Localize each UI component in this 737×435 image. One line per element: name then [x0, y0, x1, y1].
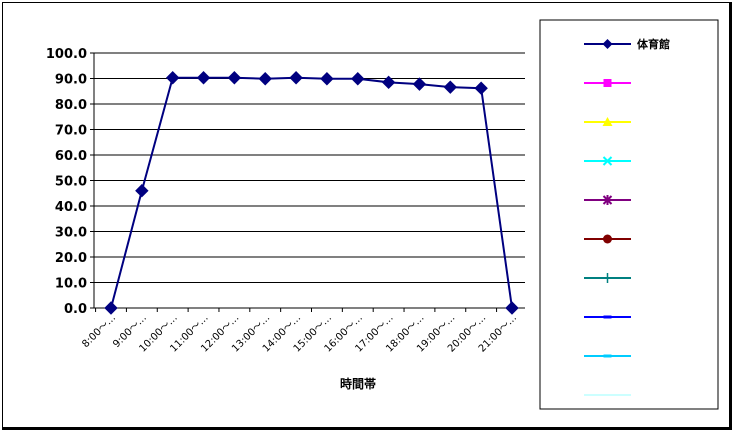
y-tick-label: 30.0 — [55, 226, 87, 241]
legend-marker-star — [602, 195, 613, 205]
data-point — [351, 72, 365, 86]
legend-marker-square — [603, 79, 612, 87]
data-point — [135, 183, 149, 198]
legend-marker-dash — [603, 354, 612, 358]
legend-marker-dash — [603, 315, 612, 319]
legend: 体育館 — [539, 19, 719, 410]
data-point — [381, 75, 396, 90]
data-point — [443, 80, 458, 94]
y-tick-label: 50.0 — [55, 175, 87, 190]
data-point — [505, 301, 519, 315]
y-tick-label: 40.0 — [55, 200, 87, 215]
line-chart: 0.0 10.0 20.0 30.0 40.0 50.0 60.0 70.0 80.0 90.0 1… — [46, 19, 719, 410]
data-point — [474, 81, 488, 95]
data-point — [196, 71, 211, 85]
data-point — [289, 71, 303, 85]
y-tick-label: 80.0 — [55, 98, 87, 113]
x-axis-title: 時間帯 — [340, 376, 376, 391]
legend-marker-triangle — [602, 117, 613, 126]
data-point — [258, 72, 272, 86]
legend-marker-diamond — [602, 39, 613, 49]
y-tick-label: 0.0 — [64, 302, 87, 317]
data-point — [412, 77, 427, 91]
y-tick-label: 100.0 — [46, 47, 87, 62]
data-point — [165, 71, 180, 85]
y-tick-label: 60.0 — [55, 149, 87, 164]
legend-marker-x — [602, 156, 613, 166]
y-tick-label: 70.0 — [55, 124, 87, 139]
data-point — [104, 301, 118, 315]
y-tick-label: 10.0 — [55, 277, 87, 292]
legend-marker-circle — [603, 234, 612, 244]
y-tick-label: 90.0 — [55, 73, 87, 88]
data-point — [227, 71, 242, 85]
data-point — [320, 72, 334, 86]
chart-frame: 0.0 10.0 20.0 30.0 40.0 50.0 60.0 70.0 80.0 90.0 1… — [2, 2, 732, 430]
legend-box — [539, 19, 719, 410]
y-tick-label: 20.0 — [55, 251, 87, 266]
plot-area: 0.0 10.0 20.0 30.0 40.0 50.0 60.0 70.0 80.0 90.0 1… — [46, 47, 525, 355]
legend-label: 体育館 — [637, 37, 670, 51]
